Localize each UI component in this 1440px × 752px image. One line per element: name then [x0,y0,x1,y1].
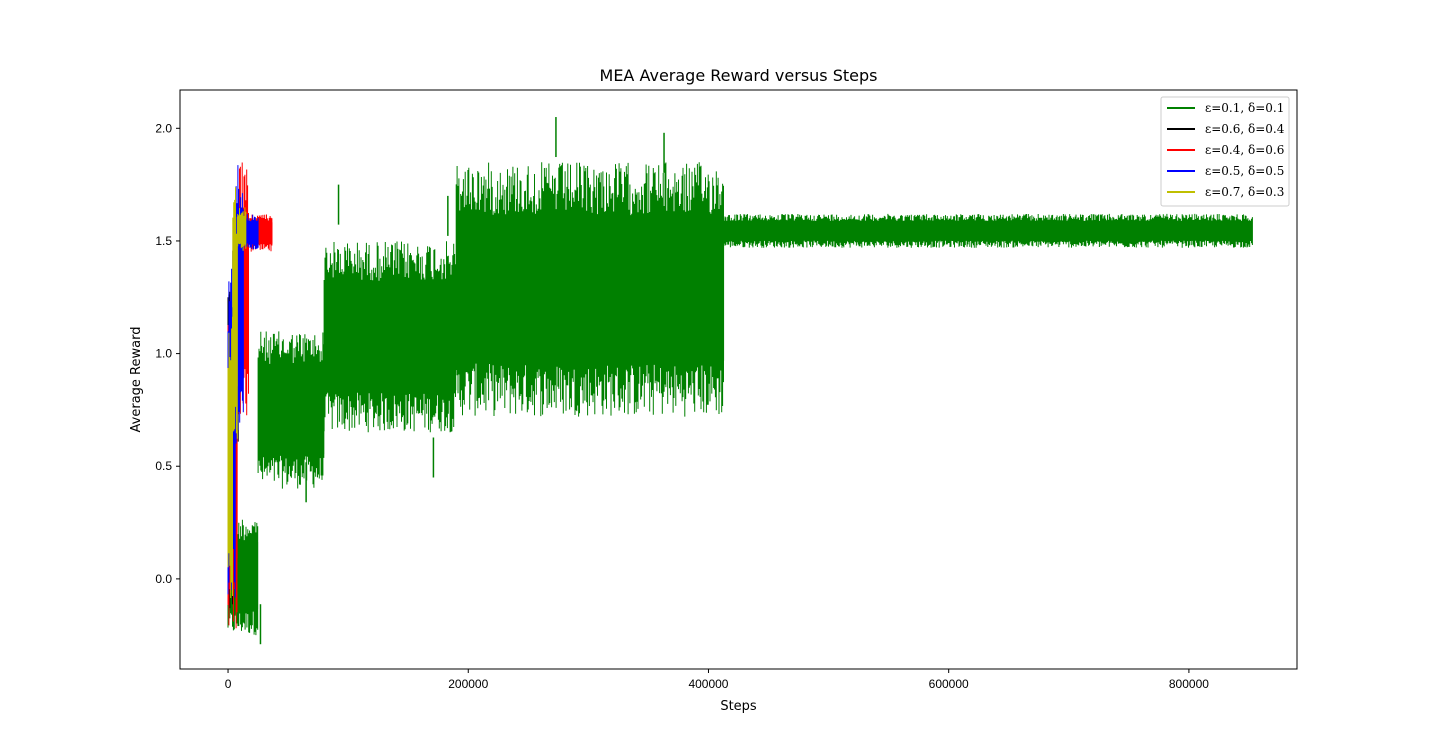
y-tick-label: 0.0 [155,572,172,586]
x-axis-label: Steps [720,699,757,714]
legend-entry: ε=0.6, δ=0.4 [1205,122,1285,136]
series-trace [455,162,724,417]
series-trace [237,207,247,251]
series-trace [232,187,238,439]
series-1 [227,117,1253,645]
legend-entry: ε=0.5, δ=0.5 [1205,164,1284,178]
legend-entry: ε=0.1, δ=0.1 [1205,101,1284,115]
x-tick-label: 800000 [1169,677,1209,691]
series-trace [723,213,1253,248]
legend-box [1160,96,1290,207]
y-axis: 0.0 0.5 1.0 1.5 2.0 [155,121,180,586]
x-tick-label: 200000 [448,677,488,691]
x-tick-label: 400000 [688,677,728,691]
plot-frame [179,89,1298,670]
y-tick-label: 1.0 [155,347,172,361]
x-axis: 0 200000 400000 600000 800000 [225,669,1209,691]
plot-area [227,117,1253,645]
series-trace [323,241,456,433]
chart-title: MEA Average Reward versus Steps [600,66,878,85]
y-axis-label: Average Reward [129,327,144,433]
y-tick-label: 1.5 [155,234,172,248]
y-tick-label: 2.0 [155,121,172,135]
series-trace [257,331,325,489]
x-tick-label: 0 [225,677,232,691]
legend: ε=0.1, δ=0.1 ε=0.6, δ=0.4 ε=0.4, δ=0.6 ε=0.… [1160,96,1290,207]
series-5 [227,187,247,598]
x-tick-label: 600000 [929,677,969,691]
series-trace [227,316,233,598]
legend-entry: ε=0.4, δ=0.6 [1205,143,1284,157]
legend-entry: ε=0.7, δ=0.3 [1205,185,1284,199]
y-tick-label: 0.5 [155,459,172,473]
